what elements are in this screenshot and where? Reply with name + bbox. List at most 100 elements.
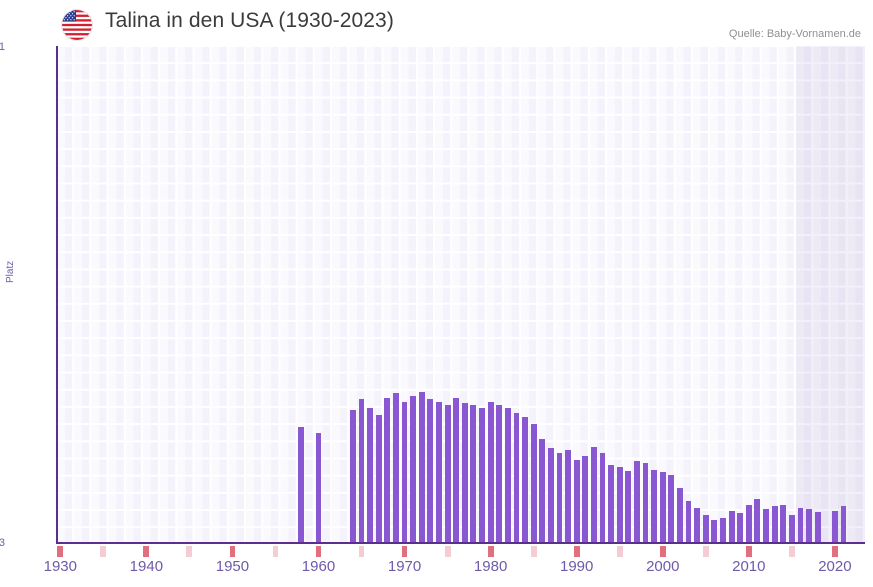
bar-2002[interactable] [677, 488, 683, 544]
bar-1984[interactable] [522, 417, 528, 544]
bar-2018[interactable] [814, 512, 821, 544]
bar-1965[interactable] [358, 399, 365, 544]
x-axis-tick-1930 [57, 546, 64, 557]
x-axis-tick-1980 [487, 546, 494, 557]
bar-2015[interactable] [788, 514, 795, 544]
bar-1975[interactable] [444, 404, 451, 544]
bar-2012[interactable] [763, 509, 769, 544]
bar-2005[interactable] [702, 514, 709, 544]
x-axis-tick-1935 [100, 546, 107, 557]
x-axis-tick-2005 [702, 546, 709, 557]
x-axis-label-1960: 1960 [301, 558, 336, 575]
x-axis-tick-1965 [358, 546, 365, 557]
bar-2006[interactable] [711, 520, 718, 544]
grid-alternating-columns [56, 46, 865, 544]
x-axis-tick-1970 [401, 546, 408, 557]
bar-2008[interactable] [728, 510, 735, 544]
bar-1989[interactable] [565, 449, 571, 544]
bar-1991[interactable] [582, 455, 589, 544]
x-axis-label-1990: 1990 [559, 558, 594, 575]
bar-1996[interactable] [625, 471, 632, 544]
x-axis-tick-2000 [659, 546, 666, 557]
bar-2020[interactable] [831, 510, 838, 544]
recent-years-band [796, 46, 865, 544]
x-axis-label-1970: 1970 [387, 558, 422, 575]
bar-1977[interactable] [461, 403, 468, 544]
y-axis-line [56, 46, 58, 544]
x-axis-tick-1950 [229, 546, 236, 557]
x-axis-tick-1945 [186, 546, 193, 557]
x-axis-tick-1985 [530, 546, 537, 557]
bar-1981[interactable] [496, 404, 503, 544]
x-axis-line [56, 542, 865, 544]
x-axis-tick-1990 [573, 546, 580, 557]
bar-1994[interactable] [608, 465, 615, 544]
x-axis-label-2020: 2020 [818, 558, 852, 575]
bar-2003[interactable] [685, 500, 692, 544]
page-title: Talina in den USA (1930-2023) [105, 9, 394, 32]
bar-1982[interactable] [504, 407, 511, 544]
bar-1967[interactable] [375, 414, 382, 544]
bar-2014[interactable] [780, 504, 787, 544]
source-attribution: Quelle: Baby-Vornamen.de [728, 28, 861, 40]
x-axis-label-1930: 1930 [43, 558, 77, 575]
x-axis-tick-1960 [315, 546, 322, 557]
bar-1988[interactable] [556, 452, 563, 544]
bar-2009[interactable] [737, 513, 744, 544]
bar-2007[interactable] [720, 517, 726, 544]
bar-1958[interactable] [298, 427, 305, 544]
bar-1972[interactable] [418, 391, 425, 544]
y-axis-label-bottom: 17633 [0, 537, 5, 549]
bar-1979[interactable] [479, 407, 485, 544]
bar-1971[interactable] [410, 395, 417, 544]
bar-1976[interactable] [453, 397, 460, 544]
bar-1998[interactable] [642, 462, 649, 544]
x-axis-tick-2010 [745, 546, 752, 557]
bar-1980[interactable] [487, 402, 494, 544]
x-axis-tick-1940 [143, 546, 150, 557]
bar-2000[interactable] [659, 472, 666, 544]
bar-1968[interactable] [384, 397, 391, 544]
x-axis-tick-1995 [616, 546, 623, 557]
bar-1969[interactable] [393, 393, 399, 544]
bar-1966[interactable] [367, 407, 374, 544]
bar-1986[interactable] [539, 438, 546, 544]
bar-1997[interactable] [634, 461, 640, 544]
y-axis-title: Platz [5, 260, 16, 283]
x-axis-label-1940: 1940 [129, 558, 164, 575]
bar-2004[interactable] [694, 507, 701, 544]
bar-2016[interactable] [797, 507, 804, 544]
plot-area [56, 46, 865, 544]
us-flag-icon [62, 10, 92, 40]
bar-1995[interactable] [616, 466, 623, 544]
bar-2011[interactable] [754, 499, 761, 544]
bar-1983[interactable] [513, 413, 520, 544]
bar-2001[interactable] [668, 475, 675, 544]
x-axis-label-2010: 2010 [732, 558, 766, 575]
x-axis-tick-1975 [444, 546, 451, 557]
bar-1970[interactable] [401, 401, 408, 544]
x-axis-tick-2015 [788, 546, 795, 557]
bar-1974[interactable] [436, 401, 442, 544]
x-axis-label-1950: 1950 [215, 558, 250, 575]
bar-2017[interactable] [806, 509, 812, 544]
bar-1993[interactable] [599, 452, 606, 544]
bar-series [56, 46, 865, 544]
bar-1985[interactable] [530, 424, 537, 544]
y-axis-label-top: 1 [0, 41, 5, 53]
bar-1999[interactable] [651, 469, 658, 544]
bar-1978[interactable] [470, 404, 477, 544]
bar-1990[interactable] [573, 459, 580, 544]
bar-1960[interactable] [315, 432, 322, 544]
x-axis-tick-1955 [272, 546, 279, 557]
bar-1992[interactable] [590, 447, 597, 544]
bar-1964[interactable] [349, 410, 356, 544]
bar-1987[interactable] [547, 448, 554, 544]
bar-2013[interactable] [771, 506, 778, 544]
bar-2010[interactable] [745, 504, 752, 544]
x-axis-label-1980: 1980 [473, 558, 508, 575]
chart-header: Talina in den USA (1930-2023) Quelle: Ba… [0, 0, 873, 46]
bar-1973[interactable] [427, 399, 434, 544]
bar-2021[interactable] [840, 506, 847, 544]
